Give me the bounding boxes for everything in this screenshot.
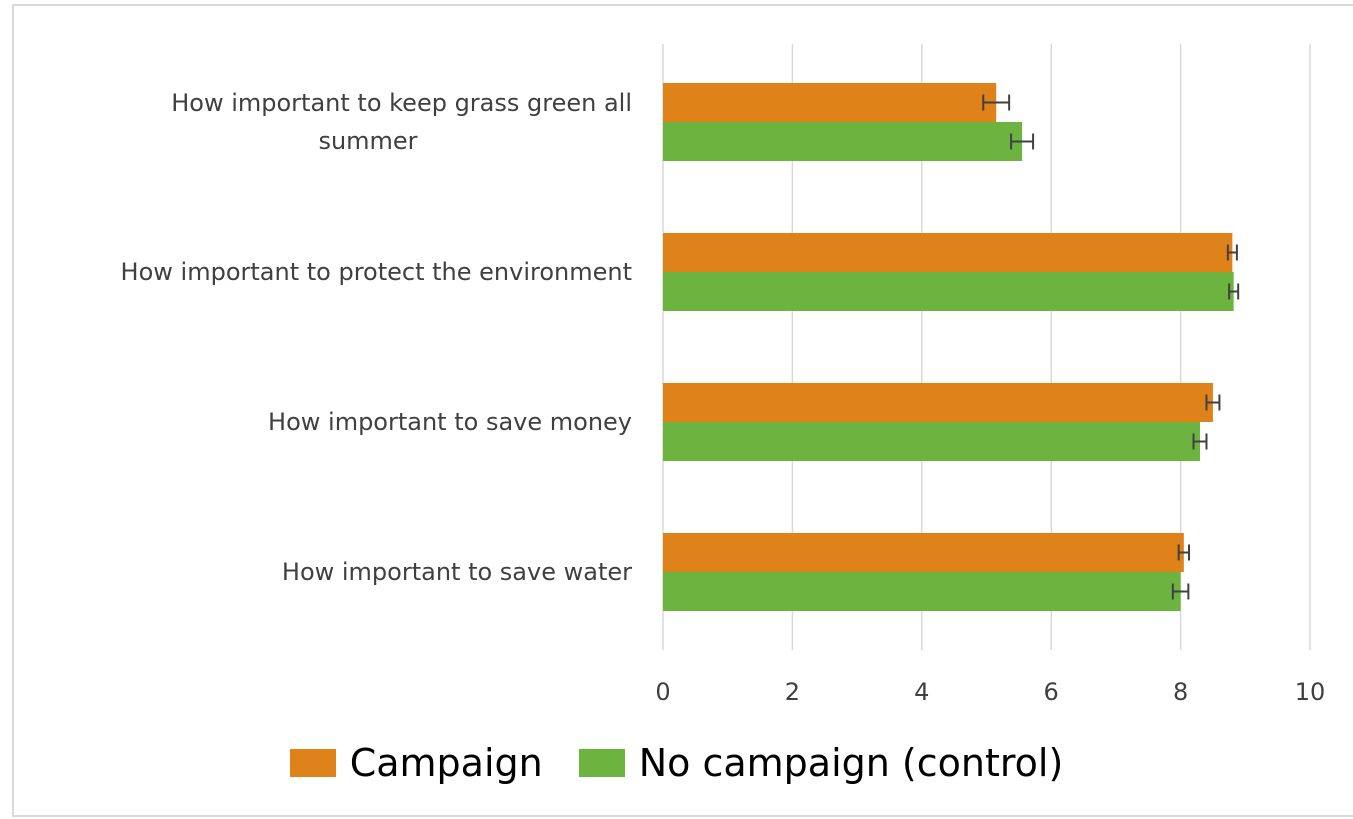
legend-label-campaign: Campaign — [349, 741, 543, 785]
error-bar — [1010, 133, 1035, 150]
bar — [663, 533, 1184, 572]
x-tick-label: 2 — [785, 678, 800, 706]
x-tick-label: 4 — [914, 678, 929, 706]
error-bar — [1192, 433, 1208, 450]
legend-swatch-campaign — [289, 749, 336, 777]
category-label: How important to save money — [268, 408, 632, 436]
bar — [663, 122, 1023, 161]
error-bar — [1177, 544, 1191, 561]
bar — [663, 272, 1234, 311]
error-bars — [982, 94, 1240, 600]
category-label: How important to protect the environment — [121, 258, 632, 286]
category-labels: How important to keep grass green all sum… — [121, 89, 633, 586]
category-label: How important to save water — [282, 558, 632, 586]
bar — [663, 233, 1233, 272]
category-label: summer — [318, 127, 417, 155]
bar — [663, 422, 1201, 461]
x-tick-label: 6 — [1044, 678, 1059, 706]
bar — [663, 383, 1213, 422]
error-bar — [1205, 394, 1221, 411]
legend-swatch-no-campaign — [578, 749, 625, 777]
bar — [663, 572, 1181, 611]
x-tick-label: 10 — [1295, 678, 1326, 706]
x-tick-labels: 0 2 4 6 8 10 — [655, 678, 1325, 706]
chart-frame — [12, 4, 1353, 817]
x-tick-label: 0 — [655, 678, 670, 706]
error-bar — [1228, 283, 1240, 300]
bar-chart: How important to keep grass green all sum… — [121, 44, 1325, 706]
legend-item-no-campaign: No campaign (control) — [578, 741, 1064, 785]
bar — [663, 83, 997, 122]
legend: Campaign No campaign (control) — [0, 738, 1353, 788]
error-bar — [1226, 244, 1238, 261]
x-tick-label: 8 — [1173, 678, 1188, 706]
legend-label-no-campaign: No campaign (control) — [638, 741, 1064, 785]
legend-item-campaign: Campaign — [289, 741, 543, 785]
error-bar — [1171, 583, 1190, 600]
error-bar — [982, 94, 1011, 111]
category-label: How important to keep grass green all — [171, 89, 632, 117]
bars — [663, 83, 1234, 611]
